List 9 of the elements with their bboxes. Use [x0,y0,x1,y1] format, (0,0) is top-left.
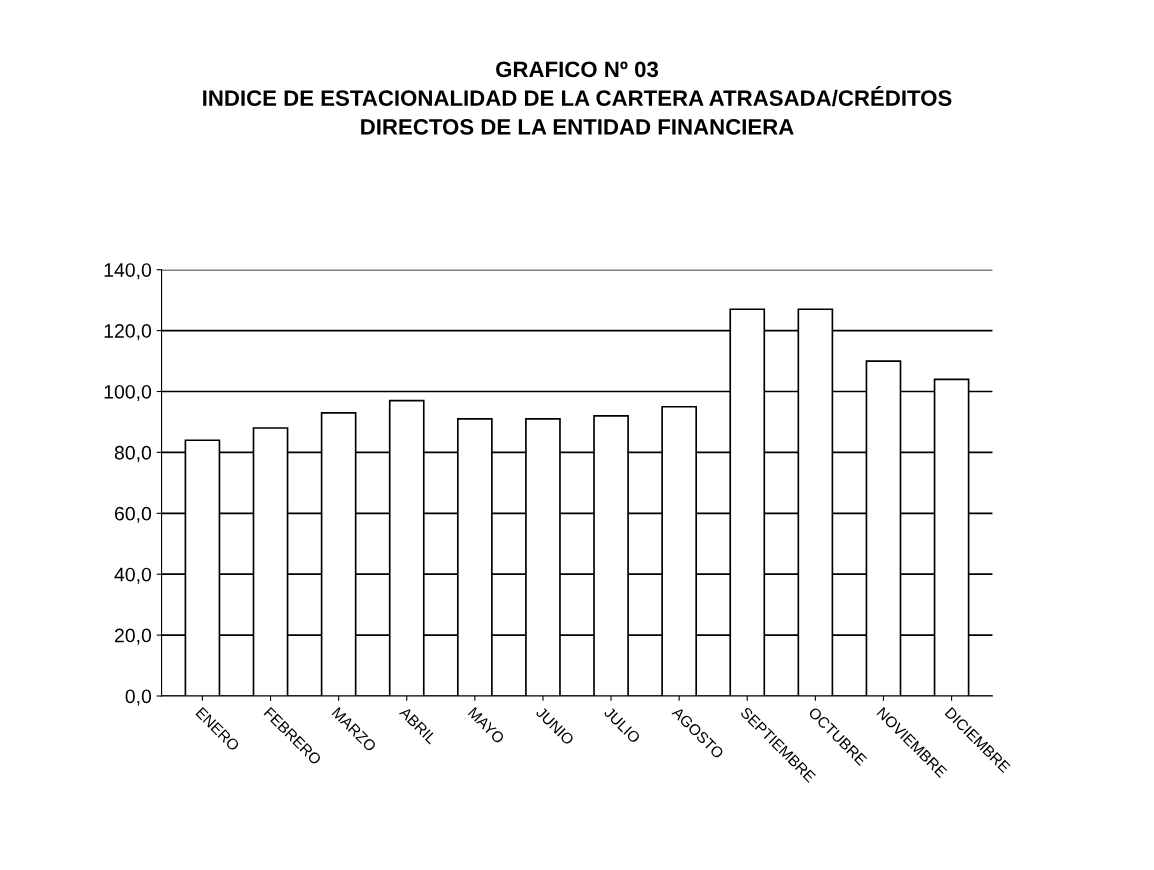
chart-title: GRAFICO Nº 03 INDICE DE ESTACIONALIDAD DE LA CARTERA ATRASADA/CRÉDITOS DIRECTOS DE LA ENTIDAD FINANCIERA [203,61,952,135]
y-tick-label: 20,0 [114,628,152,645]
y-tick-label: 60,0 [114,506,152,523]
y-tick-label: 0,0 [125,689,152,706]
y-tick-label: 140,0 [104,263,152,280]
y-tick-label: 40,0 [114,567,152,584]
y-tick-label: 120,0 [104,324,152,341]
y-tick-label: 100,0 [104,384,152,402]
y-tick-label: 80,0 [114,445,152,462]
